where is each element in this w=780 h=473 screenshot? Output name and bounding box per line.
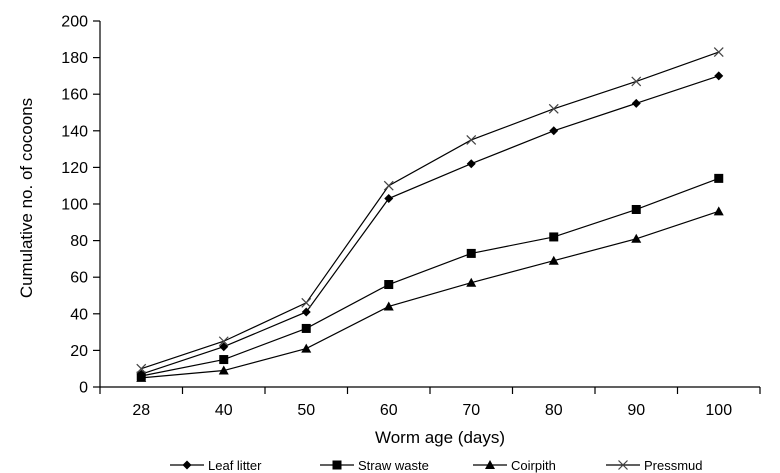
y-tick-label: 180 <box>61 50 88 67</box>
y-tick-label: 100 <box>61 197 88 214</box>
data-point-straw-waste <box>549 232 559 242</box>
series-line-coirpith <box>141 210 719 379</box>
legend-label-leaf-litter: Leaf litter <box>208 458 262 473</box>
data-point-coirpith <box>301 343 312 353</box>
x-tick-label: 100 <box>705 402 732 419</box>
legend: Leaf litter Straw waste Coirpith Pressmud <box>170 458 703 473</box>
series-layer <box>136 47 724 382</box>
data-point-leaf-litter <box>219 342 229 352</box>
x-marker-stroke <box>136 363 147 374</box>
x-tick-label: 50 <box>297 402 315 419</box>
x-tick-label: 40 <box>215 402 233 419</box>
data-point-pressmud <box>713 47 724 58</box>
x-tick-label: 90 <box>627 402 645 419</box>
legend-item-pressmud: Pressmud <box>606 458 703 473</box>
x-marker-stroke <box>618 460 628 470</box>
x-tick-label: 28 <box>132 402 150 419</box>
data-point-pressmud <box>136 363 147 374</box>
y-tick-label: 40 <box>70 306 88 323</box>
data-point-coirpith <box>136 372 147 382</box>
legend-item-straw-waste: Straw waste <box>320 458 429 473</box>
x-marker-stroke <box>466 135 477 145</box>
y-tick-label: 80 <box>70 233 88 250</box>
data-point-straw-waste <box>384 280 394 290</box>
data-point-coirpith <box>383 301 394 311</box>
legend-label-pressmud: Pressmud <box>644 458 703 473</box>
data-point-coirpith <box>548 255 559 265</box>
y-tick-label: 60 <box>70 270 88 287</box>
x-marker-stroke <box>301 297 312 308</box>
y-tick-label: 20 <box>70 343 88 360</box>
x-tick-label: 60 <box>380 402 398 419</box>
data-point-leaf-litter <box>631 98 641 108</box>
data-point-pressmud <box>218 336 229 347</box>
data-point-leaf-litter <box>714 71 724 81</box>
series-line-pressmud <box>141 51 719 370</box>
x-tick-label: 70 <box>462 402 480 419</box>
data-point-leaf-litter <box>466 159 476 169</box>
legend-marker-leaf-litter <box>182 460 192 470</box>
y-tick-label: 120 <box>61 160 88 177</box>
legend-marker-straw-waste <box>332 460 342 470</box>
legend-item-coirpith: Coirpith <box>473 458 556 473</box>
series-line-leaf-litter <box>141 75 719 375</box>
legend-label-straw-waste: Straw waste <box>358 458 429 473</box>
legend-label-coirpith: Coirpith <box>511 458 556 473</box>
y-tick-label: 160 <box>61 87 88 104</box>
y-tick-label: 200 <box>61 14 88 31</box>
legend-marker-pressmud <box>618 460 628 470</box>
axes <box>99 21 760 388</box>
x-marker-stroke <box>218 336 229 347</box>
data-point-pressmud <box>631 76 642 87</box>
data-point-leaf-litter <box>301 307 311 317</box>
data-point-straw-waste <box>219 355 229 365</box>
data-point-pressmud <box>548 103 559 114</box>
legend-marker-coirpith <box>485 460 495 469</box>
data-point-straw-waste <box>714 173 724 183</box>
data-point-coirpith <box>713 206 724 216</box>
legend-item-leaf-litter: Leaf litter <box>170 458 262 473</box>
data-point-straw-waste <box>631 204 641 214</box>
y-tick-label: 140 <box>61 123 88 140</box>
x-marker-stroke <box>713 47 724 58</box>
data-point-straw-waste <box>466 248 476 258</box>
data-point-pressmud <box>301 297 312 308</box>
x-tick-label: 80 <box>545 402 563 419</box>
data-point-pressmud <box>383 180 394 191</box>
data-point-leaf-litter <box>384 194 394 204</box>
data-point-pressmud <box>466 135 477 145</box>
x-ticks: 28 40 50 60 70 80 90 100 <box>99 387 761 419</box>
x-marker-stroke <box>383 180 394 191</box>
y-ticks: 0 20 40 60 80 100 120 140 160 180 200 <box>61 14 100 397</box>
data-point-coirpith <box>631 233 642 243</box>
x-marker-stroke <box>548 103 559 114</box>
y-tick-label: 0 <box>79 380 88 397</box>
data-point-straw-waste <box>301 323 311 333</box>
data-point-leaf-litter <box>549 126 559 136</box>
data-point-coirpith <box>466 277 477 287</box>
data-point-coirpith <box>218 365 229 375</box>
series-line-straw-waste <box>141 177 719 377</box>
y-axis-title: Cumulative no. of cocoons <box>17 98 36 298</box>
x-axis-title: Worm age (days) <box>375 428 505 447</box>
x-marker-stroke <box>631 76 642 87</box>
